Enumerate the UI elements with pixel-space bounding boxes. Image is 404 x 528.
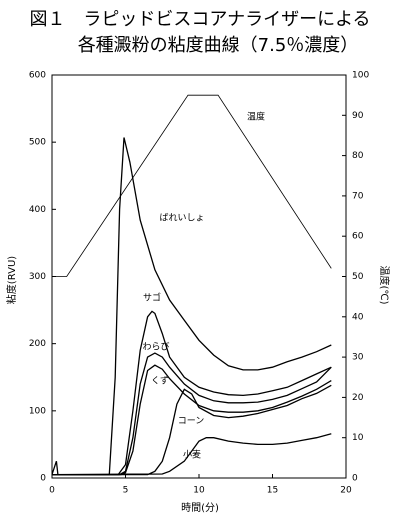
y-tick-label: 300 xyxy=(29,272,46,282)
y2-tick-label: 10 xyxy=(352,433,364,443)
y2-tick-label: 20 xyxy=(352,393,364,403)
y2-tick-label: 0 xyxy=(352,474,358,484)
series-line xyxy=(52,384,332,476)
x-tick-label: 5 xyxy=(123,486,129,496)
y2-tick-label: 90 xyxy=(352,111,364,121)
series-line xyxy=(52,364,332,476)
y-tick-label: 600 xyxy=(29,71,46,81)
y2-tick-label: 30 xyxy=(352,353,364,363)
y-tick-label: 200 xyxy=(29,339,46,349)
y-tick-label: 400 xyxy=(29,205,46,215)
chart-title: 図１ ラピッドビスコアナライザーによる xyxy=(29,9,370,30)
y-axis-label: 粘度(RVU) xyxy=(5,256,18,304)
series-line xyxy=(51,137,332,476)
y2-tick-label: 50 xyxy=(352,272,364,282)
series-line xyxy=(51,433,332,476)
y2-tick-label: 100 xyxy=(352,71,369,81)
series-line xyxy=(52,94,332,277)
y-tick-label: 0 xyxy=(40,474,46,484)
series-line xyxy=(52,310,332,476)
y2-tick-label: 80 xyxy=(352,151,364,161)
series-label: 温度 xyxy=(247,111,265,123)
x-axis-label: 時間(分) xyxy=(181,502,219,514)
y2-tick-label: 70 xyxy=(352,191,364,201)
series-label: サゴ xyxy=(143,292,161,304)
y-tick-label: 500 xyxy=(29,138,46,148)
series-label: ばれいしょ xyxy=(159,213,204,224)
y-tick-label: 100 xyxy=(29,406,46,416)
series-label: くず xyxy=(151,376,169,387)
x-tick-label: 15 xyxy=(267,486,278,496)
y2-axis-label: 温度(℃) xyxy=(378,265,391,304)
x-tick-label: 10 xyxy=(193,486,205,496)
y2-tick-label: 60 xyxy=(352,232,364,242)
series-label: コーン xyxy=(178,417,205,427)
series-line xyxy=(52,352,332,476)
series-label: 小麦 xyxy=(183,449,201,461)
chart-title: 各種澱粉の粘度曲線（7.5％濃度） xyxy=(78,35,359,56)
y2-tick-label: 40 xyxy=(352,312,364,322)
x-tick-label: 20 xyxy=(340,486,352,496)
x-tick-label: 0 xyxy=(49,486,55,496)
series-label: わらび xyxy=(142,342,169,353)
